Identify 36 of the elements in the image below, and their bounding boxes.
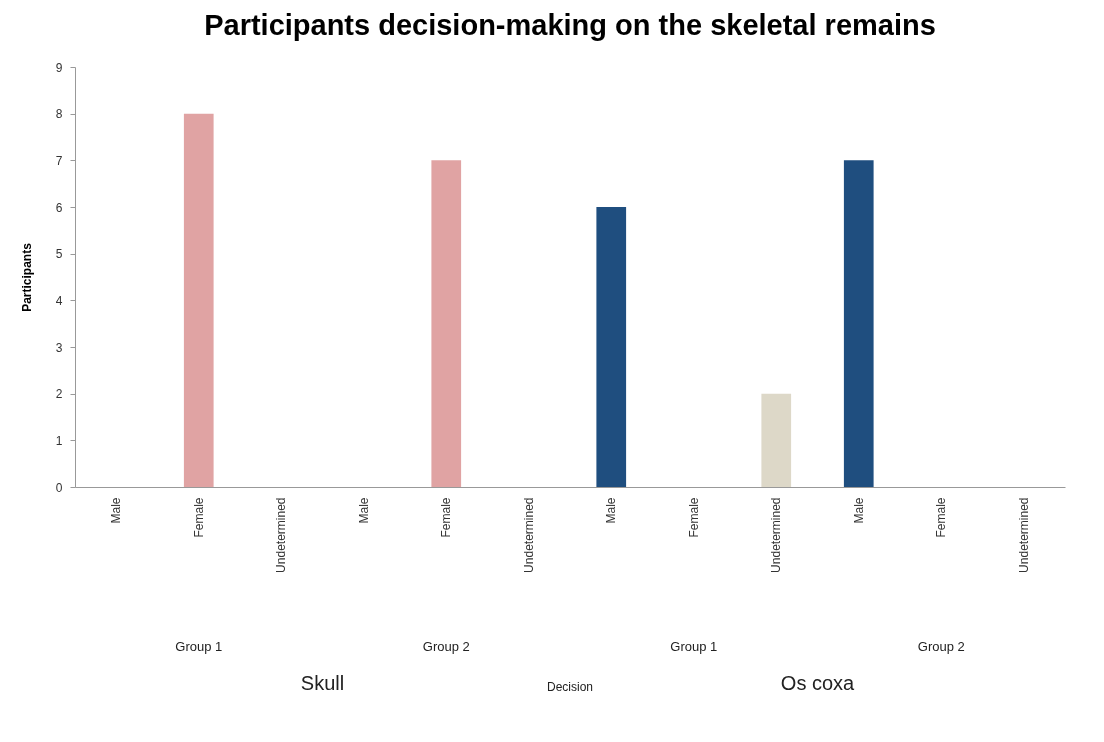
text: Group 2 xyxy=(917,639,965,654)
x-tick-label: Undetermined xyxy=(274,497,289,573)
y-tick-label: 1 xyxy=(55,433,63,448)
text: Group 2 xyxy=(422,639,470,654)
text: Decision xyxy=(546,680,594,694)
y-tick-label: 2 xyxy=(55,387,63,402)
y-axis-title: Participants xyxy=(19,242,34,312)
y-tick-label: 8 xyxy=(55,107,63,122)
y-tick-label: 6 xyxy=(55,200,63,215)
y-tick-label: 4 xyxy=(55,293,63,308)
bar xyxy=(431,160,462,487)
x-tick-label: Female xyxy=(439,497,454,538)
y-tick-label: 5 xyxy=(55,247,63,262)
chart-title: Participants decision-making on the skeletal remains xyxy=(204,9,936,41)
x-tick-label: Male xyxy=(604,497,619,524)
bar xyxy=(761,393,792,487)
x-tick-label: Undetermined xyxy=(769,497,784,573)
text: Skull xyxy=(300,672,345,694)
x-tick-label: Female xyxy=(191,497,206,538)
x-tick-label: Male xyxy=(109,497,124,524)
x-tick-label: Male xyxy=(356,497,371,524)
x-tick-label: Undetermined xyxy=(1016,497,1031,573)
bar xyxy=(183,113,214,487)
y-tick-label: 3 xyxy=(55,340,63,355)
text: Os coxa xyxy=(780,672,856,694)
y-tick-label: 0 xyxy=(55,480,63,495)
y-tick-label: 9 xyxy=(55,60,63,75)
text: Group 1 xyxy=(175,639,223,654)
y-tick-label: 7 xyxy=(55,153,63,168)
bar xyxy=(843,160,874,487)
x-tick-label: Female xyxy=(686,497,701,538)
x-tick-label: Undetermined xyxy=(521,497,536,573)
x-tick-label: Male xyxy=(851,497,866,524)
x-tick-label: Female xyxy=(934,497,949,538)
text: Group 1 xyxy=(670,639,718,654)
bar xyxy=(596,207,627,487)
